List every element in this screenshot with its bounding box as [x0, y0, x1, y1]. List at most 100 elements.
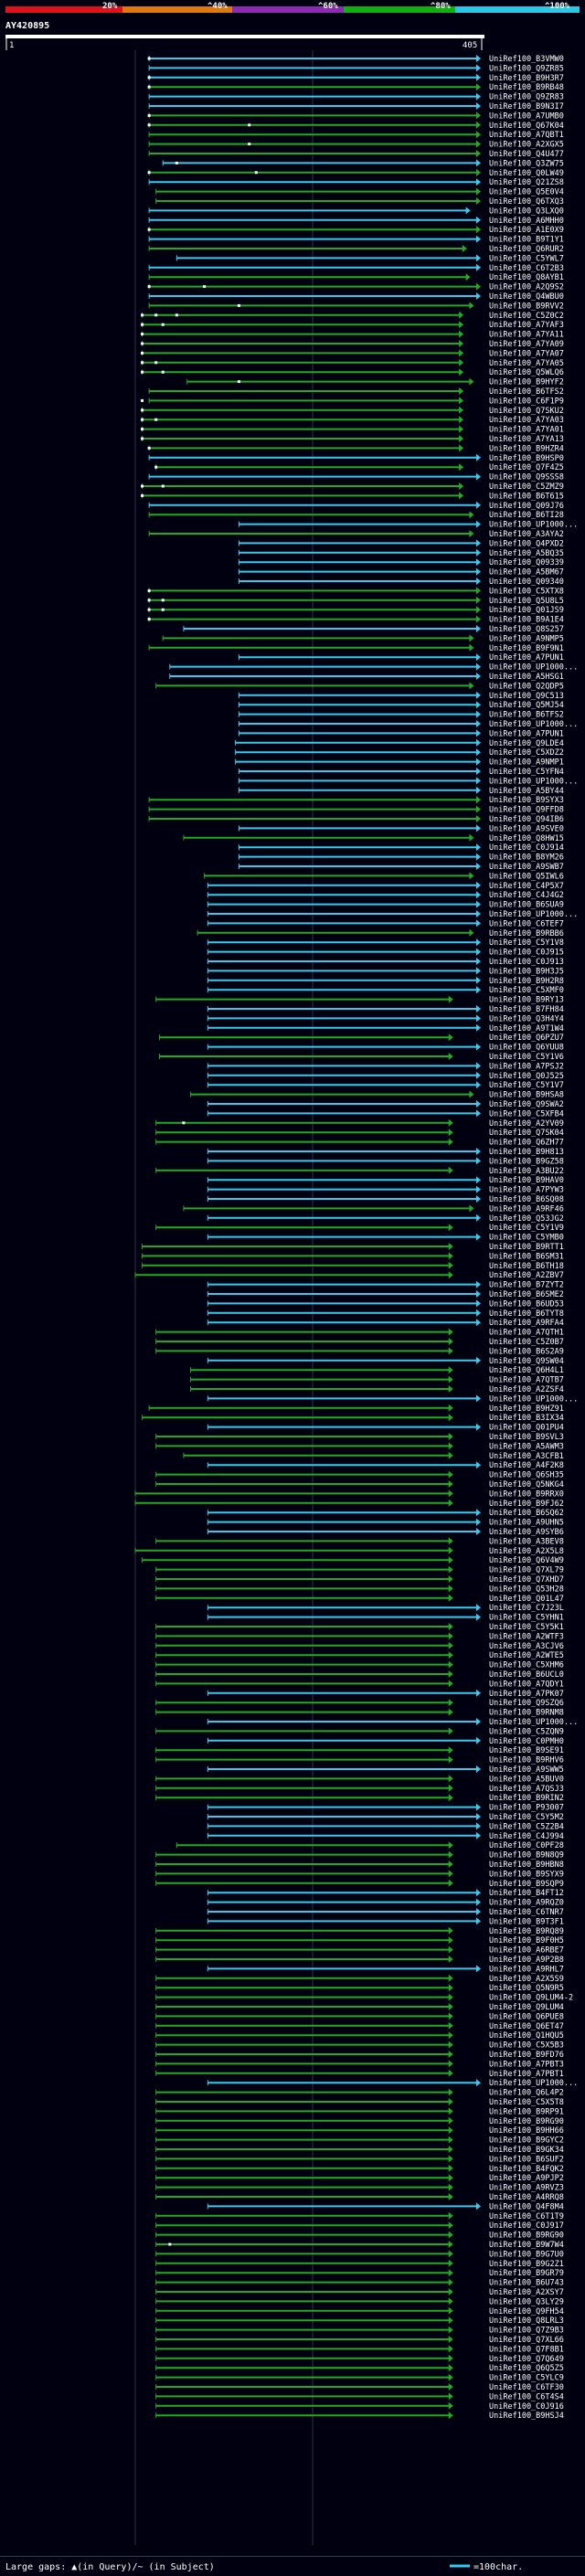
hit-label[interactable]: UniRef100_C0PF28 [489, 1841, 564, 1850]
hit-label[interactable]: UniRef100_A2XGX5 [489, 141, 564, 150]
hit-label[interactable]: UniRef100_Q6ZH77 [489, 1139, 564, 1148]
hit-label[interactable]: UniRef100_B9GZ58 [489, 1157, 564, 1166]
hit-label[interactable]: UniRef100_A2X5S9 [489, 1975, 564, 1984]
hit-label[interactable]: UniRef100_A7QTH1 [489, 1329, 564, 1338]
hit-label[interactable]: UniRef100_C5XMF0 [489, 986, 564, 995]
hit-label[interactable]: UniRef100_A6MHH0 [489, 217, 564, 226]
hit-label[interactable]: UniRef100_A9RFA4 [489, 1319, 564, 1328]
hit-label[interactable]: UniRef100_Q9LUM4-2 [489, 1994, 573, 2003]
hit-label[interactable]: UniRef100_Q7XHD7 [489, 1575, 564, 1585]
hit-label[interactable]: UniRef100_B6SQ08 [489, 1195, 564, 1204]
hit-label[interactable]: UniRef100_A2WTF3 [489, 1632, 564, 1641]
hit-label[interactable]: UniRef100_Q5E0V4 [489, 188, 564, 197]
hit-label[interactable]: UniRef100_A7PUN1 [489, 653, 564, 663]
hit-label[interactable]: UniRef100_A9T1W4 [489, 1024, 564, 1034]
hit-label[interactable]: UniRef100_Q67K04 [489, 122, 564, 131]
hit-label[interactable]: UniRef100_B9SE91 [489, 1746, 564, 1755]
hit-label[interactable]: UniRef100_C6F1P9 [489, 397, 564, 406]
hit-label[interactable]: UniRef100_C0PMH0 [489, 1737, 564, 1746]
hit-label[interactable]: UniRef100_A5BY44 [489, 787, 564, 796]
hit-label[interactable]: UniRef100_A9PJP2 [489, 2174, 564, 2183]
hit-label[interactable]: UniRef100_A7YA13 [489, 435, 564, 444]
hit-label[interactable]: UniRef100_Q5IWL6 [489, 872, 564, 881]
hit-label[interactable]: UniRef100_Q3LY29 [489, 2297, 564, 2306]
hit-label[interactable]: UniRef100_A7YA09 [489, 340, 564, 349]
hit-label[interactable]: UniRef100_B9F9N1 [489, 644, 564, 653]
hit-label[interactable]: UniRef100_UP1000... [489, 663, 578, 673]
hit-label[interactable]: UniRef100_Q9FH54 [489, 2307, 564, 2316]
hit-label[interactable]: UniRef100_A5AWM3 [489, 1442, 564, 1451]
hit-label[interactable]: UniRef100_Q1HQU5 [489, 2031, 564, 2041]
hit-label[interactable]: UniRef100_B9RB48 [489, 83, 564, 92]
hit-label[interactable]: UniRef100_A7PBT3 [489, 2060, 564, 2069]
hit-label[interactable]: UniRef100_A2XSY7 [489, 2288, 564, 2297]
hit-label[interactable]: UniRef100_C5Z0B7 [489, 1338, 564, 1347]
hit-label[interactable]: UniRef100_A7YA03 [489, 416, 564, 425]
hit-label[interactable]: UniRef100_A9RVZ3 [489, 2184, 564, 2193]
hit-label[interactable]: UniRef100_C4J4G2 [489, 891, 564, 900]
hit-label[interactable]: UniRef100_A7PYW3 [489, 1186, 564, 1195]
hit-label[interactable]: UniRef100_Q0LW49 [489, 169, 564, 178]
hit-label[interactable]: UniRef100_Q9SW04 [489, 1357, 564, 1366]
hit-label[interactable]: UniRef100_A7YA05 [489, 359, 564, 368]
hit-label[interactable]: UniRef100_A3BEV8 [489, 1537, 564, 1546]
hit-label[interactable]: UniRef100_A9RF46 [489, 1204, 564, 1214]
hit-label[interactable]: UniRef100_B6UD53 [489, 1299, 564, 1309]
hit-label[interactable]: UniRef100_B9RVV2 [489, 302, 564, 311]
hit-label[interactable]: UniRef100_B9H813 [489, 1148, 564, 1157]
hit-label[interactable]: UniRef100_A7YA11 [489, 331, 564, 340]
hit-label[interactable]: UniRef100_Q6Q5Z5 [489, 2364, 564, 2373]
hit-label[interactable]: UniRef100_Q09J76 [489, 502, 564, 511]
hit-label[interactable]: UniRef100_B3IX34 [489, 1414, 564, 1423]
hit-label[interactable]: UniRef100_B9FJ62 [489, 1500, 564, 1509]
hit-label[interactable]: UniRef100_A5BUV0 [489, 1775, 564, 1784]
hit-label[interactable]: UniRef100_A7QBT1 [489, 131, 564, 140]
hit-label[interactable]: UniRef100_B6SQ62 [489, 1509, 564, 1518]
hit-label[interactable]: UniRef100_A9SWW5 [489, 1765, 564, 1775]
hit-label[interactable]: UniRef100_C5XDZ2 [489, 748, 564, 758]
hit-label[interactable]: UniRef100_C5Y1V8 [489, 938, 564, 948]
hit-label[interactable]: UniRef100_C6T1T9 [489, 2212, 564, 2221]
hit-label[interactable]: UniRef100_Q5N9R5 [489, 1984, 564, 1993]
hit-label[interactable]: UniRef100_Q01PU4 [489, 1424, 564, 1433]
hit-label[interactable]: UniRef100_B9RY13 [489, 996, 564, 1005]
hit-label[interactable]: UniRef100_C5ZMZ9 [489, 482, 564, 492]
hit-label[interactable]: UniRef100_A7YA07 [489, 349, 564, 358]
hit-label[interactable]: UniRef100_Q7SKU2 [489, 407, 564, 416]
hit-label[interactable]: UniRef100_C5X5T8 [489, 2098, 564, 2107]
hit-label[interactable]: UniRef100_B6TYT8 [489, 1309, 564, 1319]
hit-label[interactable]: UniRef100_Q4PXD2 [489, 539, 564, 548]
hit-label[interactable]: UniRef100_A7YAF3 [489, 321, 564, 330]
hit-label[interactable]: UniRef100_A7QTB7 [489, 1376, 564, 1385]
hit-label[interactable]: UniRef100_A6RBE7 [489, 1946, 564, 1956]
hit-label[interactable]: UniRef100_B6U743 [489, 2279, 564, 2288]
hit-label[interactable]: UniRef100_B6UCL0 [489, 1670, 564, 1680]
hit-label[interactable]: UniRef100_C5Y1V9 [489, 1224, 564, 1233]
hit-label[interactable]: UniRef100_C6TF30 [489, 2383, 564, 2392]
hit-label[interactable]: UniRef100_A1E0X9 [489, 226, 564, 235]
hit-label[interactable]: UniRef100_B9RG90 [489, 2231, 564, 2241]
hit-label[interactable]: UniRef100_B9GR79 [489, 2269, 564, 2278]
hit-label[interactable]: UniRef100_C5YFN4 [489, 768, 564, 777]
hit-label[interactable]: UniRef100_UP1000... [489, 777, 578, 786]
hit-label[interactable]: UniRef100_B6TFS2 [489, 711, 564, 720]
hit-label[interactable]: UniRef100_Q4U477 [489, 150, 564, 159]
hit-label[interactable]: UniRef100_C5YLC9 [489, 2374, 564, 2383]
hit-label[interactable]: UniRef100_B9RBB6 [489, 929, 564, 938]
hit-label[interactable]: UniRef100_B9GYC2 [489, 2136, 564, 2146]
hit-label[interactable]: UniRef100_Q6V4W9 [489, 1556, 564, 1565]
hit-label[interactable]: UniRef100_B9HAV0 [489, 1176, 564, 1185]
hit-label[interactable]: UniRef100_UP1000... [489, 1718, 578, 1727]
hit-label[interactable]: UniRef100_B6SUA9 [489, 901, 564, 910]
hit-label[interactable]: UniRef100_C5Z0C2 [489, 312, 564, 321]
hit-label[interactable]: UniRef100_B9T1Y1 [489, 236, 564, 245]
hit-label[interactable]: UniRef100_C0J917 [489, 2221, 564, 2231]
hit-label[interactable]: UniRef100_B9N3I7 [489, 102, 564, 111]
hit-label[interactable]: UniRef100_Q6L4P2 [489, 2089, 564, 2098]
hit-label[interactable]: UniRef100_A7PBT1 [489, 2070, 564, 2079]
hit-label[interactable]: UniRef100_A3AYA2 [489, 530, 564, 539]
hit-label[interactable]: UniRef100_Q01JS9 [489, 606, 564, 615]
hit-label[interactable]: UniRef100_Q09339 [489, 558, 564, 567]
hit-label[interactable]: UniRef100_B9G7U0 [489, 2250, 564, 2259]
hit-label[interactable]: UniRef100_UP1000... [489, 910, 578, 919]
